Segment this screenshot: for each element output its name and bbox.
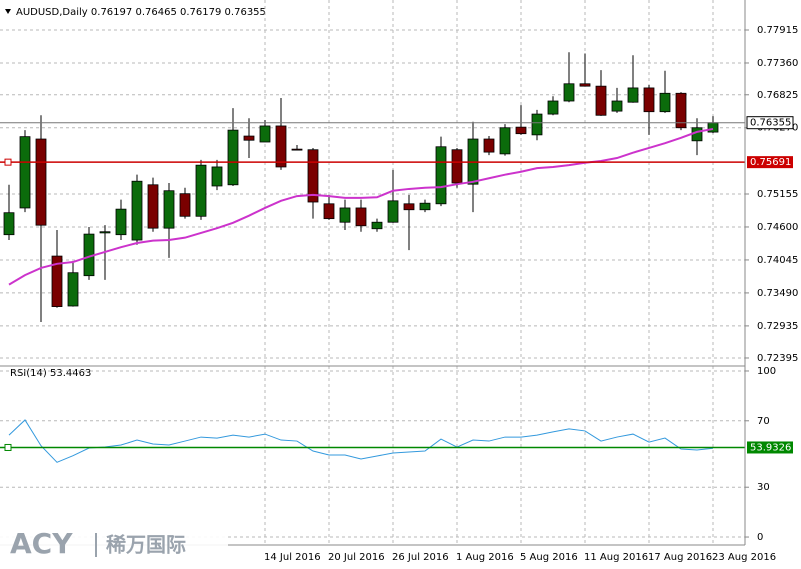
chart-title: AUDUSD,Daily 0.76197 0.76465 0.76179 0.7…	[16, 7, 266, 18]
watermark-brand: ACY	[10, 527, 73, 560]
candle-body	[579, 83, 591, 87]
price-box	[746, 116, 794, 130]
watermark: ACY 稀万国际	[0, 520, 228, 569]
candle-body	[531, 113, 543, 136]
y-tick-label: 0.72935	[757, 321, 798, 332]
x-tick-label: 11 Aug 2016	[584, 552, 648, 563]
candle-body	[323, 203, 335, 220]
y-tick-label: 0.75155	[757, 189, 798, 200]
candle-body	[563, 83, 575, 102]
candle-body	[355, 207, 367, 227]
candle-body	[403, 203, 415, 211]
symbol: AUDUSD,Daily	[16, 7, 88, 18]
x-tick-label: 5 Aug 2016	[520, 552, 578, 563]
rsi-line	[8, 419, 714, 463]
watermark-bg	[0, 520, 228, 569]
x-tick-label: 1 Aug 2016	[456, 552, 514, 563]
y-tick-label: 0	[757, 532, 763, 543]
x-tick-label: 17 Aug 2016	[648, 552, 712, 563]
last-low: 0.76179	[180, 7, 221, 18]
x-tick-label: 14 Jul 2016	[264, 552, 321, 563]
last-open: 0.76197	[91, 7, 132, 18]
candle-body	[179, 193, 191, 217]
candle-body	[115, 208, 127, 236]
candle-body	[307, 149, 319, 203]
level-marker	[4, 443, 12, 451]
candle-body	[515, 126, 527, 135]
candle-body	[387, 200, 399, 223]
candle-body	[99, 231, 111, 234]
y-tick-label: 0.77360	[757, 58, 798, 69]
candle-body	[163, 190, 175, 229]
candle-body	[3, 212, 15, 236]
y-tick-label: 70	[757, 416, 770, 427]
level-box	[747, 156, 793, 169]
y-tick-label: 0.77915	[757, 25, 798, 36]
y-tick-label: 0.76825	[757, 90, 798, 101]
candle-body	[691, 127, 703, 142]
candle-body	[707, 122, 719, 133]
candle-body	[675, 92, 687, 129]
candle-body	[659, 92, 671, 113]
collapse-icon	[5, 9, 11, 14]
y-tick-label: 100	[757, 366, 776, 377]
candle-body	[259, 125, 271, 143]
candle-body	[611, 100, 623, 112]
x-tick-label: 20 Jul 2016	[328, 552, 385, 563]
candle-body	[67, 272, 79, 307]
y-tick-label: 0.73490	[757, 288, 798, 299]
x-tick-label: 26 Jul 2016	[392, 552, 449, 563]
candle-body	[131, 180, 143, 241]
candle-body	[243, 135, 255, 141]
y-tick-label: 0.72395	[757, 353, 798, 364]
candle-body	[339, 207, 351, 223]
candle-body	[419, 202, 431, 211]
rsi-last: 53.4463	[50, 368, 91, 379]
last-high: 0.76465	[135, 7, 176, 18]
level-label: 0.75691	[750, 157, 791, 168]
candle-body	[51, 255, 63, 307]
y-tick-label: 30	[757, 482, 770, 493]
candle-body	[147, 184, 159, 229]
candle-body	[195, 164, 207, 217]
candle-body	[595, 85, 607, 116]
candle-body	[211, 166, 223, 187]
level-label: 53.9326	[750, 442, 791, 453]
price-label: 0.76355	[750, 118, 791, 129]
candle-body	[627, 87, 639, 103]
candle-body	[451, 149, 463, 184]
candle-body	[483, 138, 495, 153]
rsi-title: RSI(14) 53.4463	[10, 368, 91, 379]
candle-body	[275, 125, 287, 168]
rsi-name: RSI(14)	[10, 368, 47, 379]
y-tick-label: 0.74600	[757, 222, 798, 233]
candle-body	[643, 87, 655, 113]
candle-body	[499, 127, 511, 155]
x-tick-label: 23 Aug 2016	[712, 552, 776, 563]
plot: 14 Jul 2016 20 Jul 2016 26 Jul 2016 1 Aug 2…	[0, 0, 776, 563]
candle-body	[371, 221, 383, 230]
candle-body	[291, 148, 303, 151]
candle-body	[227, 129, 239, 186]
candle-body	[19, 136, 31, 209]
level-marker	[4, 158, 12, 166]
last-close: 0.76355	[225, 7, 266, 18]
watermark-name: 稀万国际	[106, 533, 186, 557]
level-box	[747, 441, 793, 454]
candle-body	[435, 146, 447, 205]
y-tick-label: 0.74045	[757, 255, 798, 266]
candle-body	[35, 138, 47, 226]
candle-body	[547, 100, 559, 115]
